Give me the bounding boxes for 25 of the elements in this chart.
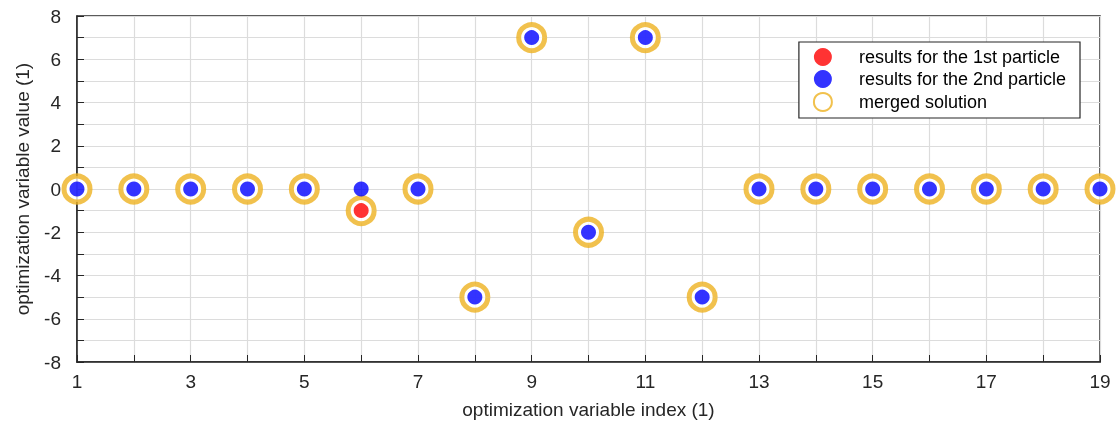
y-tick-label: -4 bbox=[44, 265, 62, 286]
x-tick-label: 3 bbox=[185, 371, 196, 392]
legend-label: results for the 2nd particle bbox=[858, 69, 1066, 89]
y-axis-title: optimization variable value (1) bbox=[12, 62, 33, 316]
x-tick-label: 15 bbox=[862, 371, 884, 392]
point bbox=[353, 181, 369, 197]
y-tick-label: -8 bbox=[44, 351, 61, 373]
x-tick-label: 19 bbox=[1089, 371, 1111, 392]
y-tick-label: 2 bbox=[50, 135, 61, 157]
x-tick-label: 11 bbox=[635, 371, 656, 392]
y-tick-label: 4 bbox=[50, 92, 62, 113]
y-tick-label: -6 bbox=[44, 308, 61, 330]
y-tick-label: 8 bbox=[50, 5, 61, 27]
legend-label: merged solution bbox=[858, 92, 987, 112]
x-tick-label: 9 bbox=[526, 371, 537, 392]
y-tick-label: 6 bbox=[50, 48, 61, 70]
legend-label: results for the 1st particle bbox=[858, 47, 1060, 67]
y-tick-label: -2 bbox=[44, 221, 61, 243]
y-tick-label: 0 bbox=[50, 178, 61, 200]
x-tick-label: 1 bbox=[71, 371, 83, 392]
x-tick-label: 7 bbox=[412, 371, 424, 392]
x-tick-label: 5 bbox=[299, 371, 310, 392]
x-axis-title: optimization variable index (1) bbox=[462, 399, 715, 420]
x-tick-label: 13 bbox=[748, 371, 770, 392]
x-tick-label: 17 bbox=[975, 371, 997, 392]
